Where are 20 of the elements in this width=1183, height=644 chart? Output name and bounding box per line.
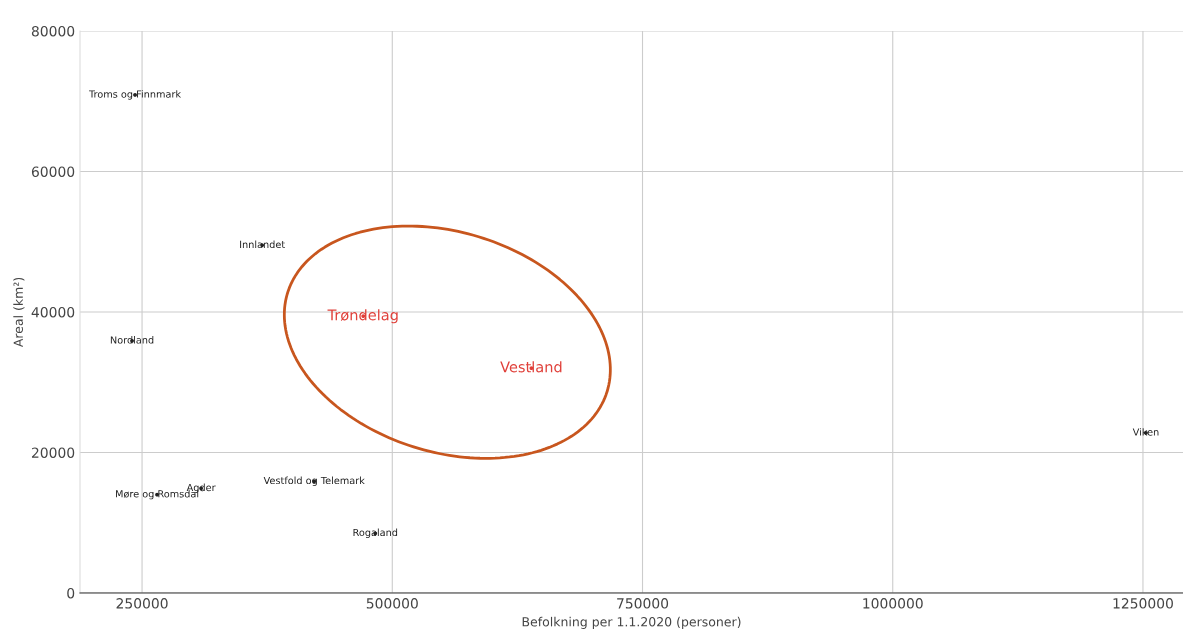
data-label: Trøndelag xyxy=(327,309,398,324)
data-label: Troms og Finnmark xyxy=(89,90,182,100)
y-axis-title: Areal (km²) xyxy=(13,277,25,348)
data-label: Vestland xyxy=(500,361,562,373)
data-label: Vestfold og Telemark xyxy=(263,476,365,487)
data-label: Viken xyxy=(1132,428,1159,436)
x-tick-label: 1250000 xyxy=(1113,598,1173,609)
x-axis-title: Befolkning per 1.1.2020 (personer) xyxy=(522,616,741,629)
data-label: Rogaland xyxy=(353,528,398,538)
y-tick-label: 40000 xyxy=(31,306,75,318)
x-tick-label: 250000 xyxy=(116,598,168,609)
y-tick-label: 0 xyxy=(67,587,75,599)
y-tick-label: 60000 xyxy=(31,166,75,177)
data-label: Innlandet xyxy=(240,240,285,249)
y-tick-label: 20000 xyxy=(31,447,75,458)
x-tick-label: 750000 xyxy=(617,598,669,609)
y-tick-label: 80000 xyxy=(31,25,75,37)
data-label: Nordland xyxy=(110,336,154,344)
x-tick-label: 1000000 xyxy=(863,598,923,609)
x-tick-label: 500000 xyxy=(366,598,418,609)
